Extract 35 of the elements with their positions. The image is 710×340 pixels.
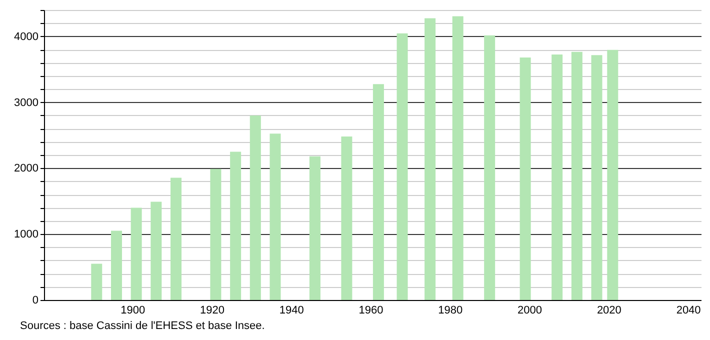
- bar: [309, 156, 320, 300]
- bar: [396, 33, 408, 300]
- bar: [270, 134, 281, 300]
- y-tick-label: 1000: [14, 228, 38, 241]
- source-note: Sources : base Cassini de l'EHESS et base Insee.: [20, 320, 265, 332]
- x-tick-label: 2040: [676, 304, 701, 316]
- bar: [110, 230, 122, 300]
- y-tick-label: 4000: [14, 30, 38, 43]
- x-tick-label: 1940: [279, 304, 304, 316]
- bar: [372, 84, 384, 300]
- bar: [484, 35, 496, 300]
- bar: [571, 52, 582, 300]
- x-tick-label: 2020: [596, 304, 622, 316]
- bar: [607, 50, 618, 300]
- bar: [341, 136, 352, 300]
- y-tick-label: 0: [32, 294, 38, 306]
- bar: [170, 178, 182, 300]
- x-tick-label: 1960: [358, 304, 384, 316]
- bar: [552, 54, 563, 300]
- y-tick-label: 3000: [14, 96, 38, 109]
- bar: [210, 168, 222, 300]
- x-tick-label: 1920: [200, 304, 224, 316]
- bar: [91, 264, 102, 300]
- x-tick-label: 2000: [518, 304, 542, 316]
- bar: [130, 208, 142, 300]
- y-tick-label: 2000: [14, 162, 38, 175]
- bar: [150, 202, 162, 300]
- bar: [230, 152, 242, 300]
- bar: [424, 18, 436, 300]
- x-tick-label: 1980: [438, 304, 463, 316]
- bar: [520, 57, 531, 300]
- bar: [250, 115, 261, 300]
- bar: [452, 16, 464, 300]
- bar: [591, 55, 602, 300]
- x-tick-label: 1900: [120, 304, 146, 316]
